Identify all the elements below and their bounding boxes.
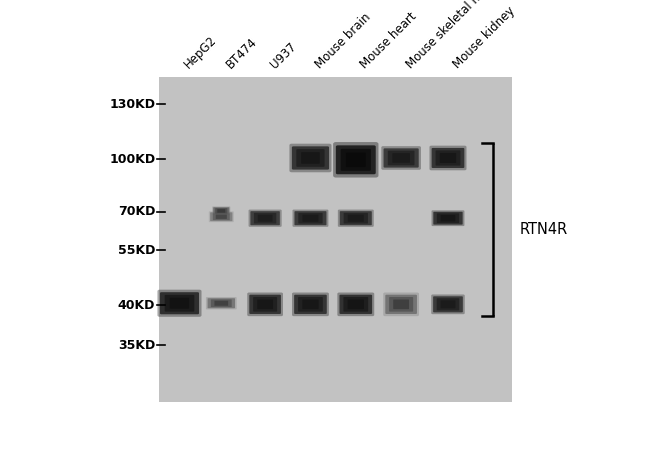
FancyBboxPatch shape — [384, 148, 419, 168]
FancyBboxPatch shape — [216, 215, 227, 219]
Text: 130KD: 130KD — [109, 98, 155, 111]
FancyBboxPatch shape — [341, 149, 371, 171]
FancyBboxPatch shape — [302, 300, 318, 309]
FancyBboxPatch shape — [294, 211, 326, 225]
Text: RTN4R: RTN4R — [519, 222, 567, 237]
FancyBboxPatch shape — [434, 212, 463, 225]
FancyBboxPatch shape — [253, 297, 277, 311]
FancyBboxPatch shape — [348, 300, 364, 309]
FancyBboxPatch shape — [296, 149, 324, 167]
FancyBboxPatch shape — [348, 215, 364, 222]
FancyBboxPatch shape — [389, 297, 413, 311]
Text: HepG2: HepG2 — [182, 34, 220, 72]
FancyBboxPatch shape — [301, 152, 320, 164]
FancyBboxPatch shape — [298, 297, 323, 311]
Bar — [159, 77, 512, 402]
FancyBboxPatch shape — [344, 213, 368, 224]
FancyBboxPatch shape — [214, 301, 228, 306]
FancyBboxPatch shape — [441, 215, 455, 221]
FancyBboxPatch shape — [437, 298, 460, 310]
FancyBboxPatch shape — [388, 151, 415, 165]
FancyBboxPatch shape — [343, 297, 368, 311]
FancyBboxPatch shape — [215, 208, 227, 214]
FancyBboxPatch shape — [247, 292, 283, 316]
Text: 70KD: 70KD — [118, 206, 155, 219]
FancyBboxPatch shape — [339, 295, 372, 314]
FancyBboxPatch shape — [258, 215, 272, 222]
FancyBboxPatch shape — [160, 292, 199, 314]
FancyBboxPatch shape — [170, 298, 189, 309]
FancyBboxPatch shape — [210, 212, 233, 221]
Text: BT474: BT474 — [224, 36, 260, 72]
FancyBboxPatch shape — [440, 153, 456, 163]
FancyBboxPatch shape — [430, 146, 467, 170]
FancyBboxPatch shape — [292, 210, 328, 227]
Text: Mouse skeletal muscle: Mouse skeletal muscle — [404, 0, 508, 72]
FancyBboxPatch shape — [393, 300, 409, 309]
FancyBboxPatch shape — [164, 295, 194, 311]
FancyBboxPatch shape — [340, 211, 372, 225]
FancyBboxPatch shape — [384, 292, 419, 316]
Text: 35KD: 35KD — [118, 339, 155, 352]
FancyBboxPatch shape — [333, 142, 378, 178]
FancyBboxPatch shape — [207, 298, 235, 308]
FancyBboxPatch shape — [157, 290, 202, 317]
FancyBboxPatch shape — [437, 213, 459, 223]
FancyBboxPatch shape — [211, 300, 231, 307]
FancyBboxPatch shape — [213, 213, 229, 220]
FancyBboxPatch shape — [385, 295, 417, 314]
FancyBboxPatch shape — [431, 294, 465, 314]
FancyBboxPatch shape — [433, 296, 463, 312]
Text: Mouse heart: Mouse heart — [358, 10, 419, 72]
FancyBboxPatch shape — [337, 292, 374, 316]
FancyBboxPatch shape — [338, 210, 374, 227]
FancyBboxPatch shape — [257, 300, 273, 309]
Text: 40KD: 40KD — [118, 299, 155, 311]
FancyBboxPatch shape — [302, 215, 318, 222]
FancyBboxPatch shape — [346, 153, 366, 167]
Text: Mouse kidney: Mouse kidney — [450, 5, 517, 72]
FancyBboxPatch shape — [436, 150, 460, 165]
FancyBboxPatch shape — [217, 209, 226, 213]
Text: U937: U937 — [268, 40, 298, 72]
FancyBboxPatch shape — [206, 297, 237, 310]
FancyBboxPatch shape — [213, 207, 229, 215]
FancyBboxPatch shape — [432, 210, 465, 226]
FancyBboxPatch shape — [292, 292, 329, 316]
FancyBboxPatch shape — [393, 153, 410, 163]
FancyBboxPatch shape — [298, 213, 322, 224]
FancyBboxPatch shape — [213, 207, 230, 215]
FancyBboxPatch shape — [289, 144, 332, 172]
FancyBboxPatch shape — [250, 211, 280, 225]
FancyBboxPatch shape — [382, 146, 421, 170]
FancyBboxPatch shape — [432, 148, 464, 168]
FancyBboxPatch shape — [248, 210, 281, 227]
Text: 55KD: 55KD — [118, 244, 155, 257]
FancyBboxPatch shape — [292, 146, 329, 170]
FancyBboxPatch shape — [250, 295, 281, 314]
Text: 100KD: 100KD — [109, 153, 155, 165]
FancyBboxPatch shape — [254, 213, 276, 224]
FancyBboxPatch shape — [441, 301, 456, 309]
Text: Mouse brain: Mouse brain — [313, 11, 374, 72]
FancyBboxPatch shape — [294, 295, 327, 314]
FancyBboxPatch shape — [209, 211, 234, 222]
FancyBboxPatch shape — [336, 146, 376, 174]
